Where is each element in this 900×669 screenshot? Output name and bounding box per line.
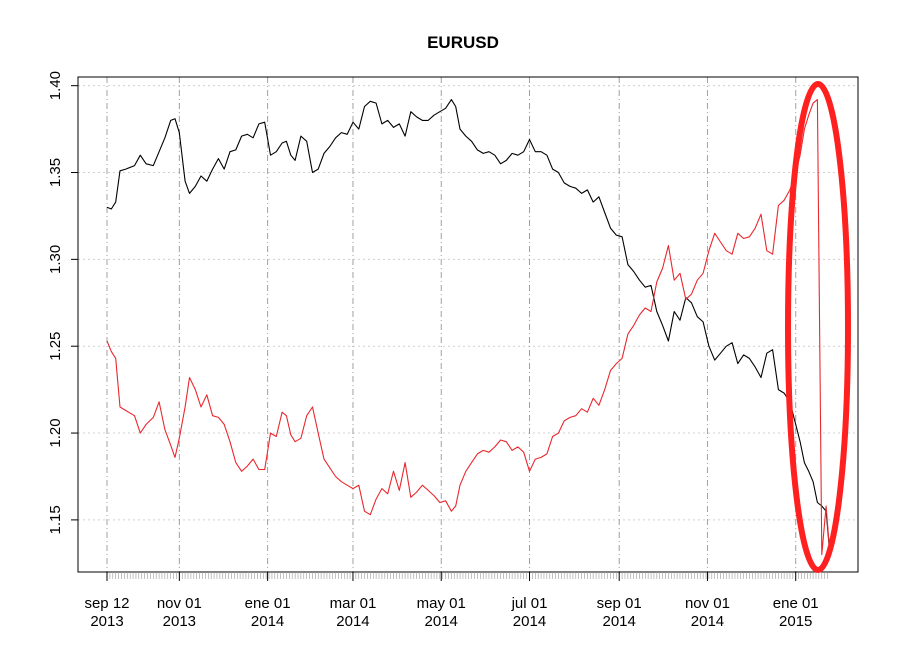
grid-lines	[78, 77, 858, 572]
x-tick-label: mar 01	[330, 595, 377, 612]
y-axis: 1.15 1.20 1.25 1.30 1.35 1.40	[47, 71, 78, 534]
x-tick-label: may 01	[417, 595, 466, 612]
plot-frame	[77, 76, 859, 573]
x-tick-label-year: 2014	[251, 613, 284, 630]
x-tick-label-year: 2014	[691, 613, 724, 630]
x-tick-label-year: 2013	[90, 613, 123, 630]
y-tick-label: 1.30	[47, 245, 64, 274]
x-tick-label: sep 01	[597, 595, 642, 612]
x-tick-label: nov 01	[685, 595, 730, 612]
y-tick-label: 1.20	[47, 418, 64, 447]
x-tick-label: sep 12	[84, 595, 129, 612]
series-lines	[106, 99, 830, 556]
x-tick-label-year: 2013	[163, 613, 196, 630]
x-tick-label: nov 01	[157, 595, 202, 612]
series-line-1	[106, 99, 830, 545]
x-tick-label: ene 01	[773, 595, 819, 612]
x-tick-label: ene 01	[245, 595, 291, 612]
y-tick-label: 1.25	[47, 332, 64, 361]
x-tick-label-year: 2014	[425, 613, 458, 630]
series-line-2	[106, 99, 830, 556]
x-tick-label: jul 01	[511, 595, 548, 612]
y-tick-label: 1.40	[47, 71, 64, 100]
highlight-ellipse	[785, 81, 851, 573]
x-tick-label-year: 2014	[603, 613, 636, 630]
x-tick-label-year: 2014	[336, 613, 369, 630]
chart-title: EURUSD	[427, 33, 499, 52]
y-tick-label: 1.35	[47, 158, 64, 187]
x-tick-label-year: 2015	[779, 613, 812, 630]
x-tick-label-year: 2014	[513, 613, 546, 630]
y-tick-label: 1.15	[47, 505, 64, 534]
